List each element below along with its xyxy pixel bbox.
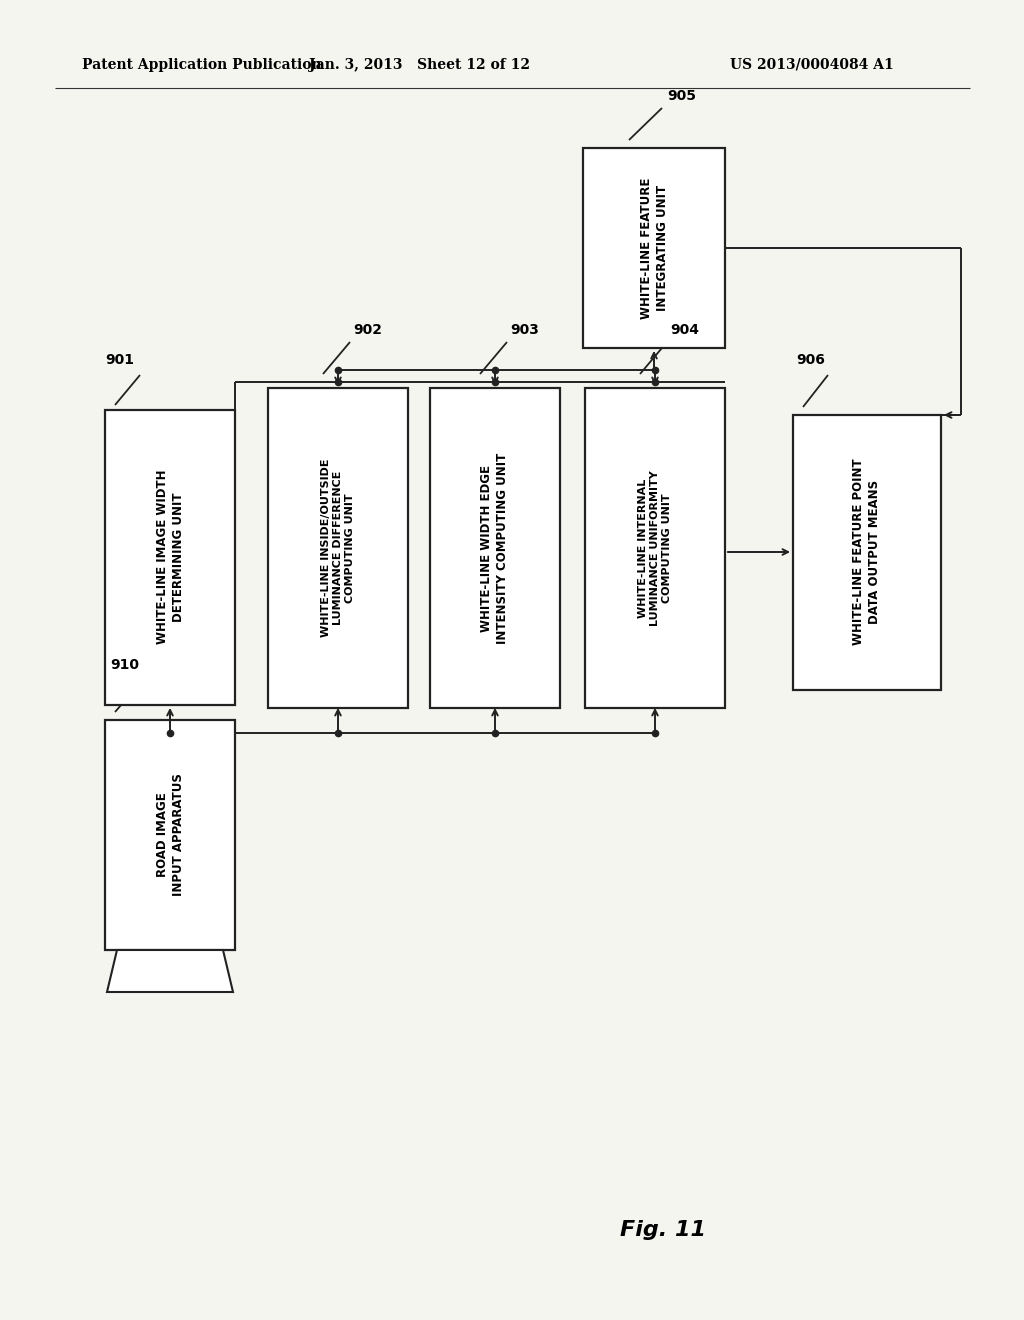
Text: WHITE-LINE INTERNAL
LUMINANCE UNIFORMITY
COMPUTING UNIT: WHITE-LINE INTERNAL LUMINANCE UNIFORMITY… [638,470,673,626]
Text: 905: 905 [668,88,696,103]
Polygon shape [106,950,233,993]
Text: 901: 901 [105,352,134,367]
Bar [585,388,725,708]
Bar [268,388,408,708]
Text: ROAD IMAGE
INPUT APPARATUS: ROAD IMAGE INPUT APPARATUS [156,774,184,896]
Bar [583,148,725,348]
Text: Jan. 3, 2013   Sheet 12 of 12: Jan. 3, 2013 Sheet 12 of 12 [309,58,530,73]
Text: WHITE-LINE FEATURE POINT
DATA OUTPUT MEANS: WHITE-LINE FEATURE POINT DATA OUTPUT MEA… [853,458,882,645]
Text: Fig. 11: Fig. 11 [620,1220,706,1239]
Bar [105,411,234,705]
Text: 903: 903 [511,323,540,337]
Text: 902: 902 [353,323,383,337]
Text: WHITE-LINE FEATURE
INTEGRATING UNIT: WHITE-LINE FEATURE INTEGRATING UNIT [640,177,669,318]
Text: 906: 906 [797,352,825,367]
Bar [105,719,234,950]
Bar [430,388,560,708]
Text: WHITE-LINE IMAGE WIDTH
DETERMINING UNIT: WHITE-LINE IMAGE WIDTH DETERMINING UNIT [156,470,184,644]
Text: WHITE-LINE INSIDE/OUTSIDE
LUMINANCE DIFFERENCE
COMPUTING UNIT: WHITE-LINE INSIDE/OUTSIDE LUMINANCE DIFF… [321,459,355,638]
Text: 904: 904 [671,323,699,337]
Bar [793,414,941,690]
Text: 910: 910 [111,657,139,672]
Text: Patent Application Publication: Patent Application Publication [82,58,322,73]
Text: US 2013/0004084 A1: US 2013/0004084 A1 [730,58,894,73]
Text: WHITE-LINE WIDTH EDGE
INTENSITY COMPUTING UNIT: WHITE-LINE WIDTH EDGE INTENSITY COMPUTIN… [480,453,510,644]
